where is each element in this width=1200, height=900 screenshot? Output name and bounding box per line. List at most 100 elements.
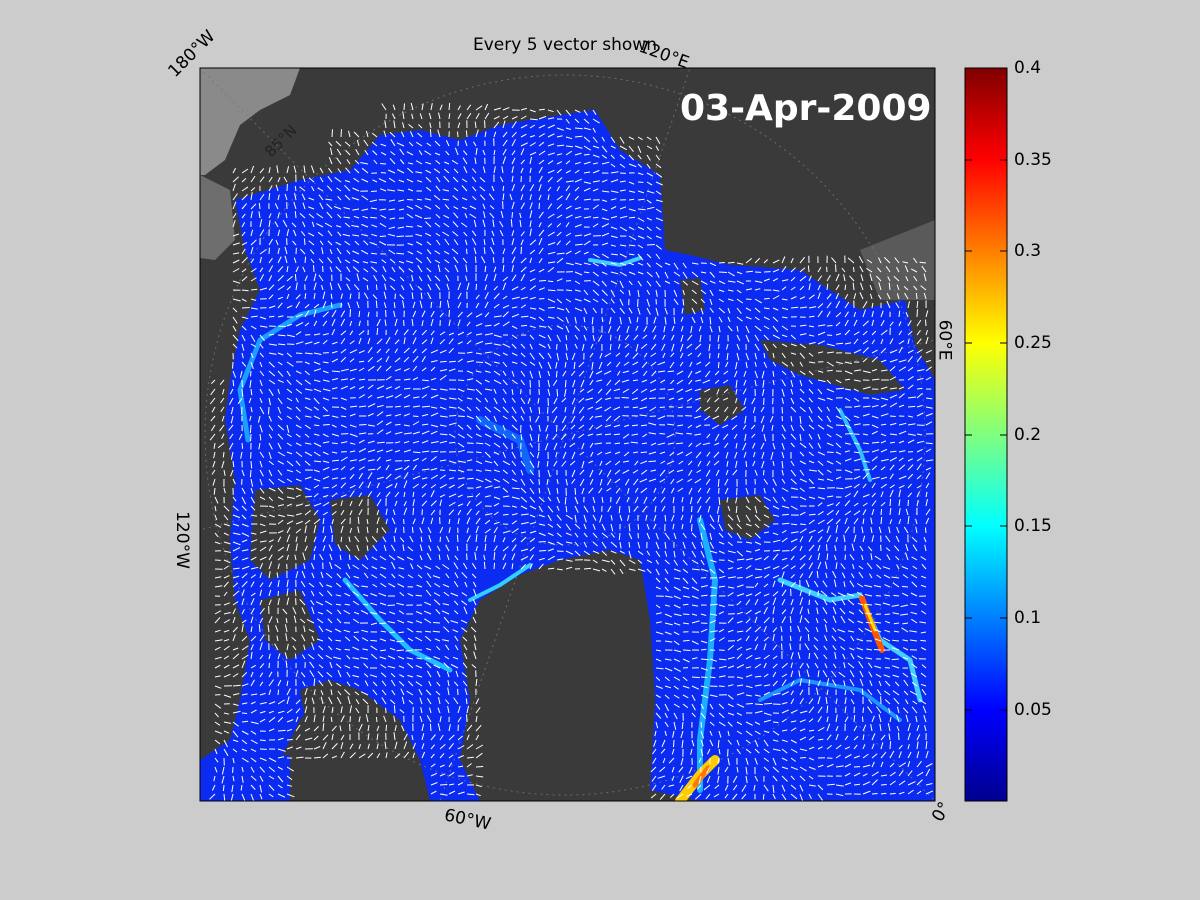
drift-vector: [407, 167, 414, 174]
drift-vector: [880, 338, 884, 345]
drift-vector: [664, 730, 667, 736]
drift-vector: [862, 330, 868, 336]
drift-vector: [601, 262, 607, 267]
drift-vector: [714, 433, 720, 442]
drift-vector: [925, 517, 930, 525]
drift-vector: [864, 628, 873, 633]
drift-vector: [259, 582, 264, 588]
drift-vector: [221, 415, 225, 422]
drift-vector: [434, 275, 441, 282]
drift-vector: [565, 145, 573, 148]
drift-vector: [799, 597, 804, 606]
drift-vector: [889, 387, 897, 390]
drift-vector: [601, 217, 610, 221]
drift-vector: [419, 300, 423, 309]
drift-vector: [871, 302, 874, 309]
drift-vector: [555, 361, 558, 369]
drift-vector: [745, 352, 750, 361]
drift-vector: [411, 274, 414, 282]
drift-vector: [835, 333, 842, 336]
drift-vector: [347, 696, 351, 705]
drift-vector: [642, 334, 648, 339]
drift-vector: [352, 600, 360, 606]
drift-vector: [763, 757, 769, 762]
drift-vector: [808, 370, 814, 376]
drift-vector: [565, 523, 572, 531]
drift-vector: [723, 388, 729, 394]
drift-vector: [790, 680, 795, 687]
drift-vector: [618, 343, 621, 350]
drift-vector: [718, 748, 721, 755]
drift-vector: [632, 361, 639, 366]
drift-vector: [904, 265, 909, 273]
drift-vector: [412, 421, 420, 426]
drift-vector: [725, 451, 729, 459]
drift-vector: [214, 664, 221, 669]
drift-vector: [445, 150, 450, 156]
drift-vector: [706, 487, 711, 494]
drift-vector: [682, 658, 690, 663]
drift-vector: [601, 532, 609, 538]
drift-vector: [232, 575, 240, 579]
drift-vector: [824, 663, 828, 669]
drift-vector: [380, 143, 387, 147]
drift-vector: [592, 298, 599, 303]
drift-vector: [376, 318, 381, 327]
drift-vector: [844, 500, 851, 507]
drift-vector: [322, 433, 329, 438]
drift-vector: [850, 635, 855, 642]
drift-vector: [328, 637, 333, 642]
drift-vector: [407, 662, 414, 669]
drift-vector: [676, 469, 684, 473]
drift-vector: [277, 679, 282, 687]
drift-vector: [370, 639, 378, 642]
drift-vector: [650, 793, 657, 799]
drift-vector: [426, 256, 432, 264]
drift-vector: [763, 654, 770, 660]
drift-vector: [295, 451, 303, 457]
drift-vector: [871, 715, 875, 723]
drift-vector: [840, 563, 846, 570]
drift-vector: [407, 188, 414, 192]
drift-vector: [520, 194, 524, 201]
drift-vector: [228, 424, 234, 431]
drift-vector: [520, 257, 527, 264]
drift-vector: [826, 525, 830, 534]
drift-vector: [396, 142, 405, 147]
drift-vector: [884, 594, 891, 597]
drift-vector: [439, 773, 446, 777]
drift-vector: [304, 424, 311, 430]
drift-vector: [361, 637, 369, 642]
drift-vector: [444, 644, 450, 651]
drift-vector: [295, 478, 302, 482]
drift-vector: [475, 534, 478, 543]
drift-vector: [876, 574, 882, 579]
drift-vector: [646, 559, 653, 564]
drift-vector: [763, 469, 765, 476]
drift-vector: [781, 505, 790, 509]
drift-vector: [741, 784, 747, 792]
drift-vector: [484, 415, 490, 421]
drift-vector: [284, 255, 288, 264]
drift-vector: [565, 559, 573, 562]
drift-vector: [668, 784, 675, 787]
drift-vector: [682, 586, 690, 590]
drift-vector: [709, 676, 716, 679]
drift-vector: [483, 211, 486, 219]
drift-vector: [484, 469, 492, 472]
drift-vector: [228, 442, 234, 450]
drift-vector: [331, 519, 334, 525]
drift-vector: [425, 161, 432, 165]
drift-vector: [365, 536, 369, 543]
drift-vector: [925, 319, 927, 327]
drift-vector: [831, 600, 837, 606]
drift-vector: [371, 233, 378, 237]
drift-vector: [340, 348, 347, 354]
drift-vector: [291, 222, 297, 228]
drift-vector: [880, 397, 889, 401]
drift-vector: [220, 406, 225, 412]
drift-vector: [492, 257, 495, 264]
drift-vector: [896, 714, 900, 723]
drift-vector: [780, 626, 783, 633]
drift-vector: [353, 284, 360, 291]
